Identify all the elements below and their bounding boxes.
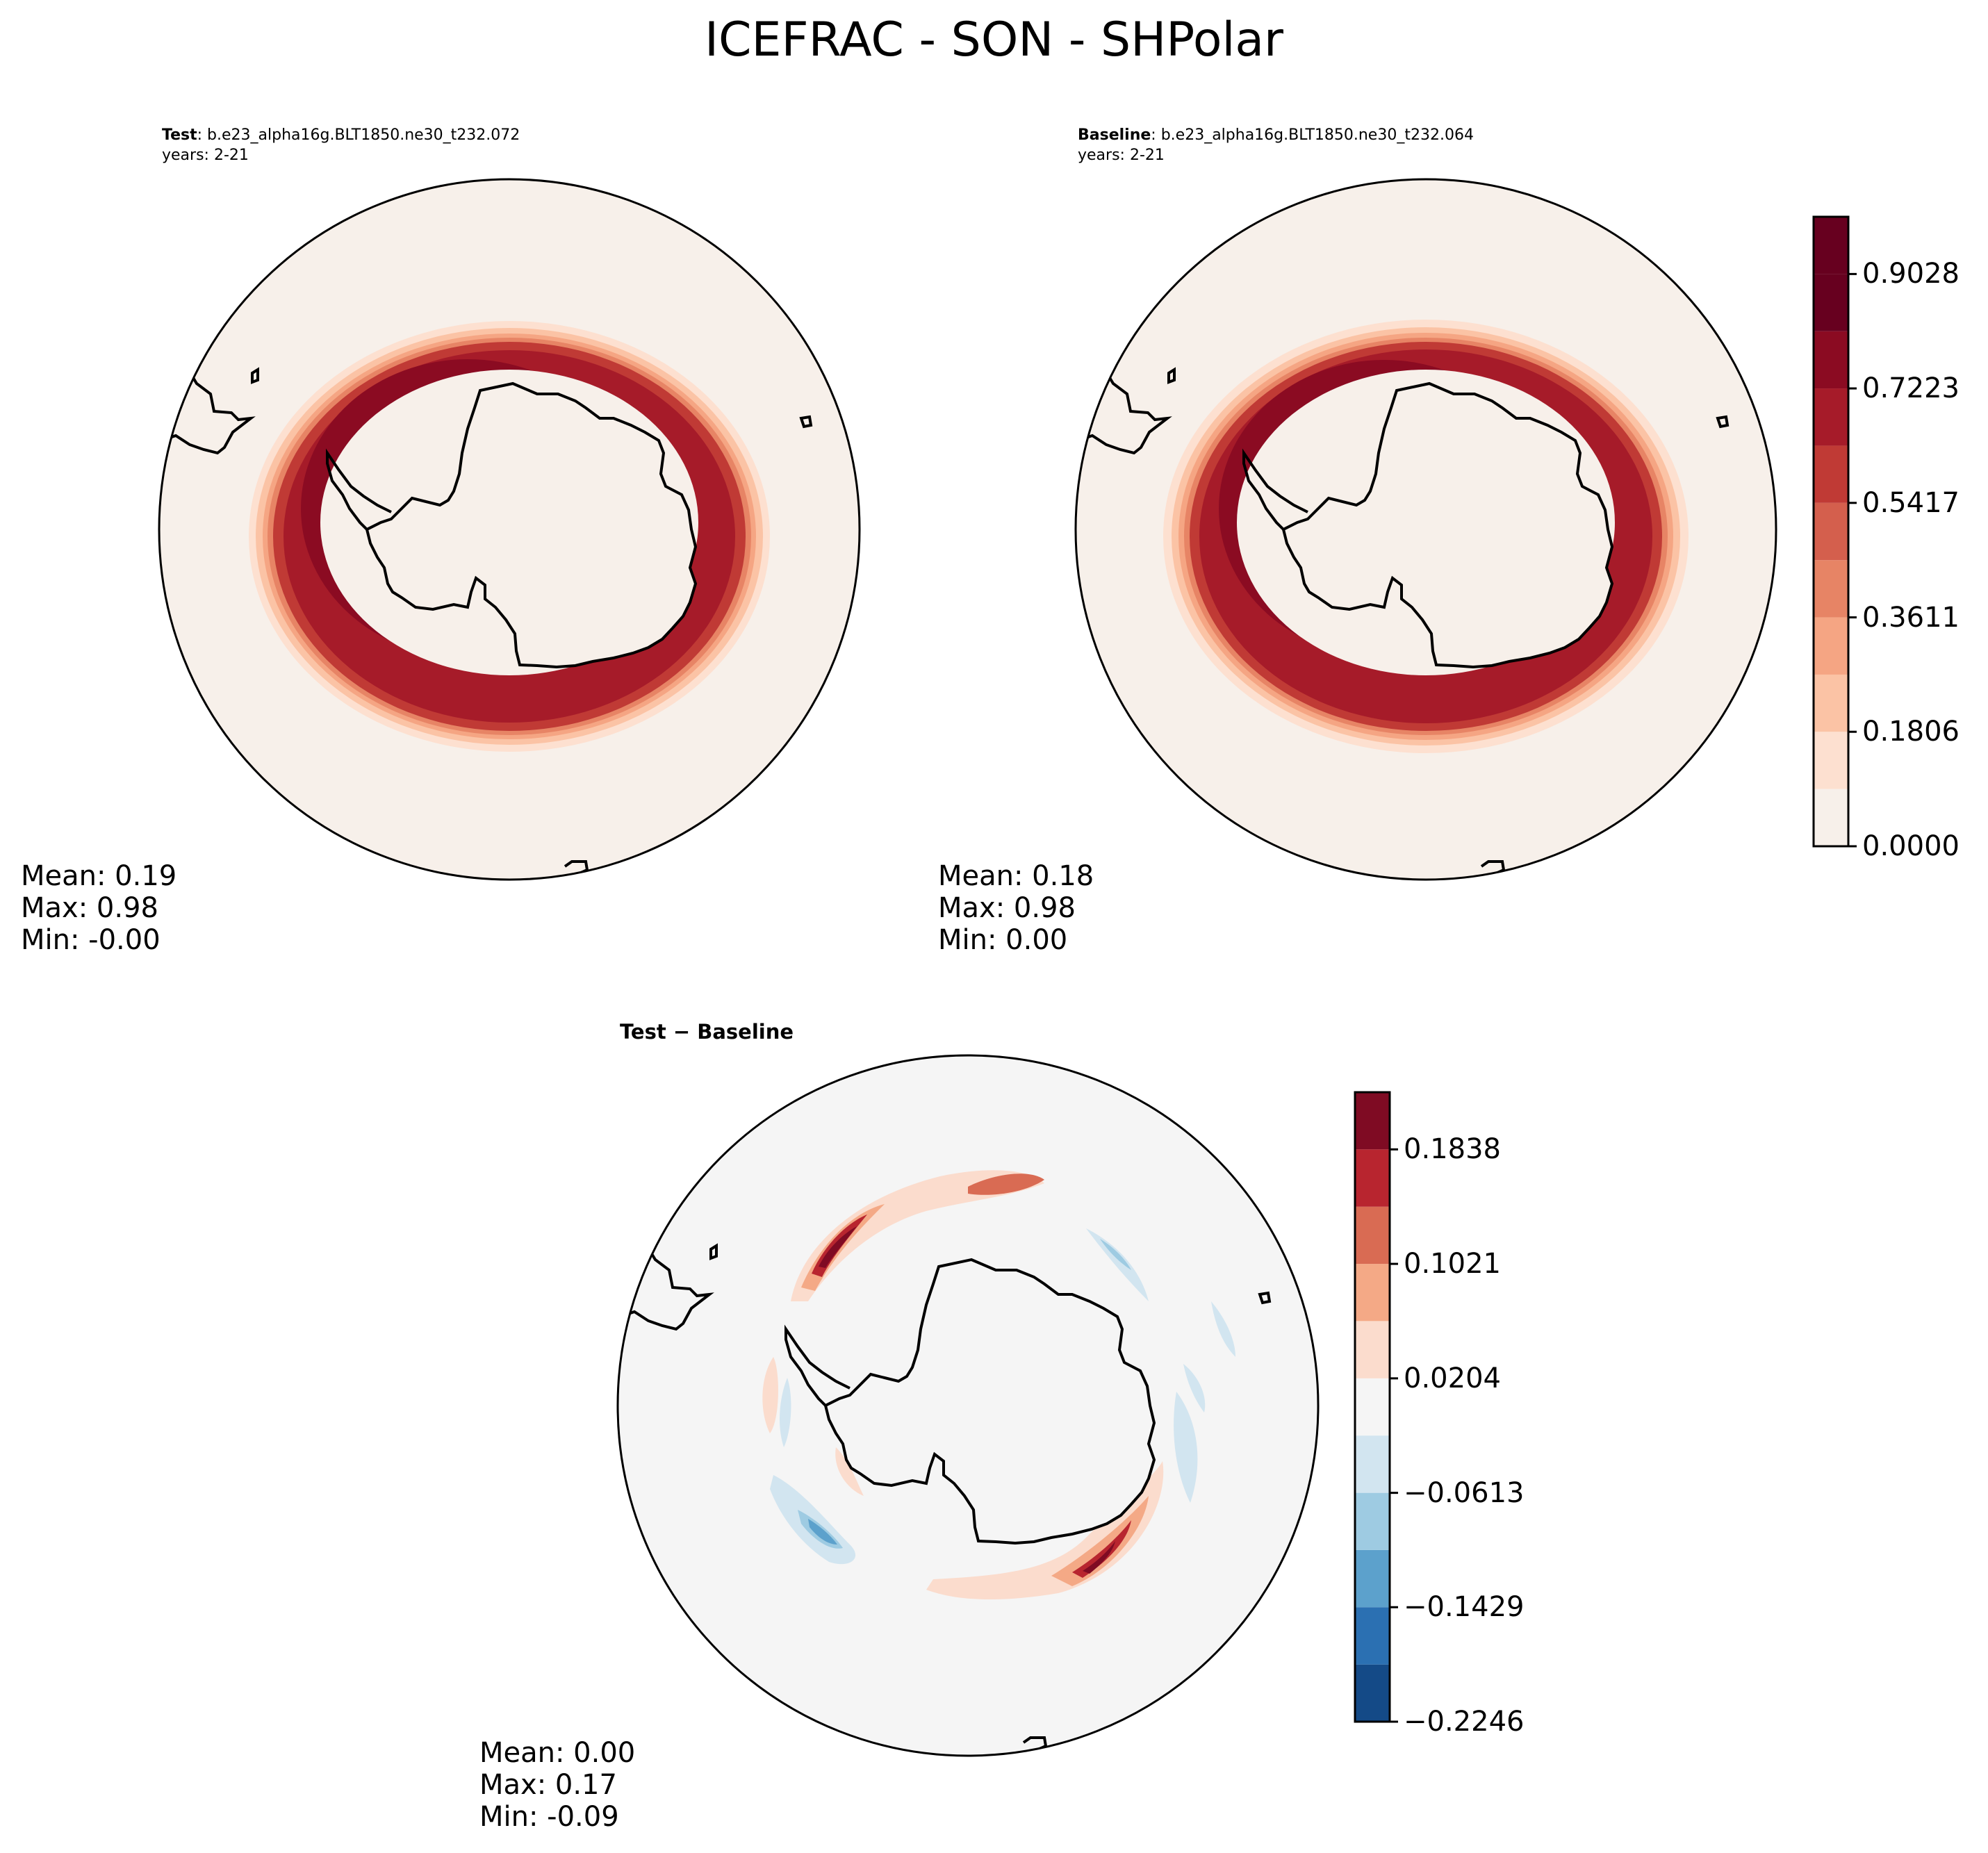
baseline-label-case: : b.e23_alpha16g.BLT1850.ne30_t232.064 xyxy=(1151,126,1474,144)
baseline-max: Max: 0.98 xyxy=(938,892,1076,924)
test-label-case: : b.e23_alpha16g.BLT1850.ne30_t232.072 xyxy=(197,126,520,144)
diff-colorbar-tick-label: 0.1838 xyxy=(1404,1133,1501,1166)
icefrac-colorbar xyxy=(1812,215,1857,848)
icefrac-colorbar-segment xyxy=(1814,331,1848,389)
diff-colorbar-tick-label: −0.2246 xyxy=(1404,1706,1525,1738)
diff-colorbar-segment xyxy=(1355,1607,1390,1665)
diff-panel-title: Test − Baseline xyxy=(620,1020,794,1044)
icefrac-colorbar-tick-label: 0.7223 xyxy=(1862,372,1960,405)
diff-colorbar-segment xyxy=(1355,1664,1390,1722)
diff-colorbar-segment xyxy=(1355,1435,1390,1493)
diff-colorbar-segment xyxy=(1355,1321,1390,1378)
test-map xyxy=(159,179,860,880)
test-label-bold: Test xyxy=(162,126,197,144)
test-stats: Mean: 0.19 Max: 0.98 Min: -0.00 xyxy=(21,860,176,956)
baseline-label-bold: Baseline xyxy=(1078,126,1151,144)
diff-colorbar-tick-label: 0.1021 xyxy=(1404,1248,1501,1280)
diff-mean: Mean: 0.00 xyxy=(479,1737,636,1769)
baseline-map-boundary xyxy=(1074,178,1777,881)
test-map-boundary xyxy=(158,178,861,881)
icefrac-colorbar-tick-label: 0.0000 xyxy=(1862,830,1960,862)
test-panel-label: Test: b.e23_alpha16g.BLT1850.ne30_t232.0… xyxy=(162,125,520,165)
diff-colorbar-segment xyxy=(1355,1264,1390,1321)
baseline-stats: Mean: 0.18 Max: 0.98 Min: 0.00 xyxy=(938,860,1094,956)
diff-map xyxy=(618,1055,1318,1756)
diff-colorbar-tick-label: 0.0204 xyxy=(1404,1362,1501,1394)
diff-min: Min: -0.09 xyxy=(479,1801,619,1833)
diff-colorbar-segment xyxy=(1355,1378,1390,1436)
icefrac-colorbar-segment xyxy=(1814,502,1848,561)
icefrac-colorbar-segment xyxy=(1814,217,1848,274)
icefrac-colorbar-segment xyxy=(1814,674,1848,732)
diff-colorbar xyxy=(1354,1091,1398,1723)
icefrac-colorbar-segment xyxy=(1814,274,1848,331)
icefrac-colorbar-tick-label: 0.3611 xyxy=(1862,601,1960,634)
icefrac-colorbar-segment xyxy=(1814,789,1848,846)
baseline-panel-label: Baseline: b.e23_alpha16g.BLT1850.ne30_t2… xyxy=(1078,125,1474,165)
diff-colorbar-segment xyxy=(1355,1549,1390,1608)
icefrac-colorbar-segment xyxy=(1814,388,1848,446)
diff-colorbar-segment xyxy=(1355,1149,1390,1207)
diff-colorbar-segment xyxy=(1355,1492,1390,1550)
diff-colorbar-segment xyxy=(1355,1092,1390,1150)
diff-map-boundary xyxy=(616,1054,1320,1757)
baseline-min: Min: 0.00 xyxy=(938,924,1068,956)
diff-colorbar-tick-label: −0.0613 xyxy=(1404,1476,1525,1509)
baseline-years: years: 2-21 xyxy=(1078,147,1165,164)
icefrac-colorbar-tick-label: 0.1806 xyxy=(1862,716,1960,748)
diff-max: Max: 0.17 xyxy=(479,1769,617,1801)
icefrac-colorbar-tick-label: 0.5417 xyxy=(1862,486,1960,519)
test-max: Max: 0.98 xyxy=(21,892,158,924)
baseline-mean: Mean: 0.18 xyxy=(938,860,1094,892)
test-years: years: 2-21 xyxy=(162,147,249,164)
icefrac-colorbar-segment xyxy=(1814,732,1848,789)
test-mean: Mean: 0.19 xyxy=(21,860,177,892)
icefrac-colorbar-segment xyxy=(1814,617,1848,675)
diff-stats: Mean: 0.00 Max: 0.17 Min: -0.09 xyxy=(479,1737,635,1833)
diff-colorbar-frame xyxy=(1354,1091,1391,1723)
baseline-map xyxy=(1076,179,1776,880)
diff-colorbar-segment xyxy=(1355,1206,1390,1265)
test-min: Min: -0.00 xyxy=(21,924,161,956)
icefrac-colorbar-frame xyxy=(1812,215,1850,848)
icefrac-colorbar-segment xyxy=(1814,560,1848,618)
icefrac-colorbar-tick-label: 0.9028 xyxy=(1862,258,1960,290)
icefrac-colorbar-segment xyxy=(1814,445,1848,503)
figure-title: ICEFRAC - SON - SHPolar xyxy=(705,13,1283,67)
diff-colorbar-tick-label: −0.1429 xyxy=(1404,1591,1525,1624)
